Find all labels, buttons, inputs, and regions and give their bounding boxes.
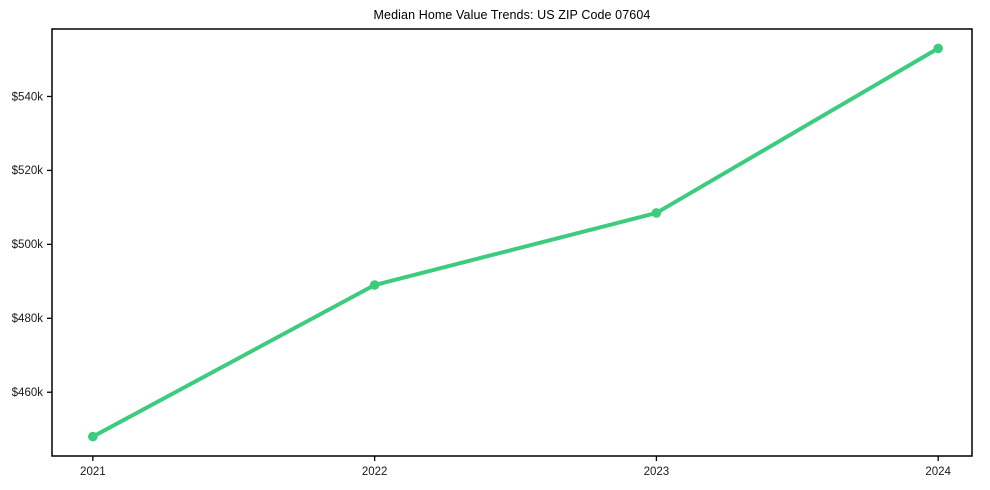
data-point-marker — [369, 280, 380, 290]
x-tick-label: 2022 — [362, 466, 388, 478]
x-tick-label: 2024 — [925, 466, 951, 478]
data-point-marker — [651, 208, 662, 218]
trend-line — [90, 46, 941, 439]
plot-border — [51, 28, 973, 457]
y-tick-label: $520k — [12, 165, 44, 177]
x-tick-label: 2023 — [644, 466, 670, 478]
y-tick-label: $500k — [12, 239, 44, 251]
y-tick-label: $540k — [12, 91, 44, 103]
y-tick-label: $460k — [12, 387, 44, 399]
x-tick-label: 2021 — [80, 466, 106, 478]
y-tick-label: $480k — [12, 313, 44, 325]
chart-title: Median Home Value Trends: US ZIP Code 07… — [373, 8, 651, 22]
data-point-marker — [88, 431, 98, 442]
data-point-marker — [933, 43, 943, 54]
